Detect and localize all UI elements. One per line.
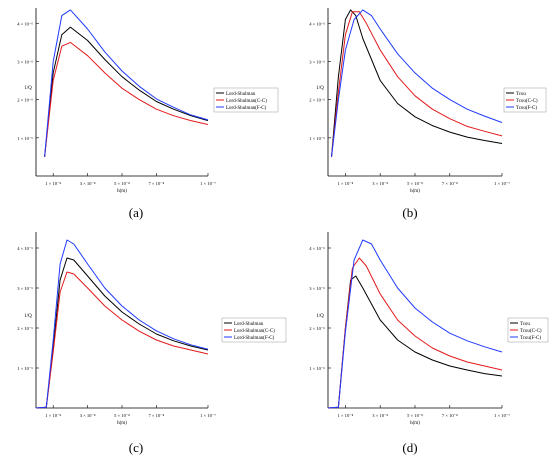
- chart-panel: 1 × 10⁻⁶ 2 × 10⁻⁶ 3 × 10⁻⁶ 4 × 10⁻⁶ 1 × 10⁻⁸…: [309, 232, 549, 455]
- legend-entry-label: Lord-Shulman: [226, 92, 256, 97]
- x-tick-label: 1 × 10⁻⁷: [494, 413, 510, 418]
- x-tick-label: 5 × 10⁻⁸: [407, 413, 423, 418]
- chart-panel: 1 × 10⁻⁶ 2 × 10⁻⁶ 3 × 10⁻⁶ 4 × 10⁻⁶ 1 × 10⁻⁸…: [17, 8, 279, 220]
- legend: Lord-Shulman Lord-Shulman(C-C) Lord-Shulma…: [213, 87, 279, 113]
- x-tick-label: 1 × 10⁻⁸: [337, 181, 353, 186]
- series-line: [327, 257, 503, 409]
- panel-label: (a): [129, 205, 143, 220]
- x-tick-label: 3 × 10⁻⁸: [372, 181, 388, 186]
- legend-entry-label: Lord-Shulman(F-C): [234, 336, 275, 341]
- x-axis-label: h(m): [117, 189, 127, 194]
- legend-entry-label: Tcou(F-C): [516, 106, 537, 111]
- x-tick-label: 5 × 10⁻⁸: [114, 181, 130, 186]
- y-tick-label: 1 × 10⁻⁶: [309, 366, 325, 371]
- x-tick-label: 7 × 10⁻⁸: [148, 413, 164, 418]
- series-line: [44, 26, 209, 157]
- legend-box: [507, 317, 549, 343]
- series-line: [331, 9, 503, 157]
- y-tick-label: 4 × 10⁻⁶: [17, 21, 33, 26]
- x-tick-label: 3 × 10⁻⁸: [80, 413, 96, 418]
- legend: Tcou Tcou(C-C) Tcou(F-C): [503, 87, 547, 113]
- x-tick-label: 1 × 10⁻⁷: [494, 181, 510, 186]
- y-tick-label: 2 × 10⁻⁶: [17, 326, 33, 331]
- legend-entry-label: Tcou: [520, 322, 530, 327]
- x-tick-label: 7 × 10⁻⁸: [442, 413, 458, 418]
- legend: Tcou Tcou(C-C) Tcou(F-C): [507, 317, 549, 343]
- x-tick-label: 5 × 10⁻⁸: [114, 413, 130, 418]
- x-tick-label: 7 × 10⁻⁸: [442, 181, 458, 186]
- series-line: [35, 257, 209, 409]
- panel-label: (d): [402, 440, 417, 455]
- chart-panel: 1 × 10⁻⁶ 2 × 10⁻⁶ 3 × 10⁻⁶ 4 × 10⁻⁶ 1 × 10⁻⁸…: [309, 8, 547, 220]
- y-tick-label: 4 × 10⁻⁶: [309, 246, 325, 251]
- x-tick-label: 1 × 10⁻⁸: [45, 413, 61, 418]
- legend: Lord-Shulman Lord-Shulman(C-C) Lord-Shulma…: [221, 317, 287, 343]
- y-tick-label: 3 × 10⁻⁶: [309, 59, 325, 64]
- legend-entry-label: Tcou(C-C): [516, 99, 538, 104]
- series-line: [331, 11, 503, 157]
- series-line: [331, 9, 503, 157]
- legend-entry-label: Lord-Shulman(C-C): [234, 329, 275, 334]
- legend-entry-label: Lord-Shulman(F-C): [226, 106, 267, 111]
- panel-label: (c): [129, 440, 143, 455]
- y-tick-label: 2 × 10⁻⁶: [17, 98, 33, 103]
- series-line: [44, 9, 209, 157]
- y-tick-label: 1 × 10⁻⁶: [309, 136, 325, 141]
- legend-entry-label: Tcou(F-C): [520, 336, 541, 341]
- x-tick-label: 1 × 10⁻⁸: [337, 413, 353, 418]
- y-tick-label: 1 × 10⁻⁶: [17, 136, 33, 141]
- series-line: [44, 41, 209, 157]
- y-axis-label: 1/Q: [316, 86, 324, 91]
- x-tick-label: 1 × 10⁻⁸: [45, 181, 61, 186]
- legend-entry-label: Tcou: [516, 92, 526, 97]
- legend-entry-label: Lord-Shulman: [234, 322, 264, 327]
- y-axis-label: 1/Q: [24, 86, 32, 91]
- y-tick-label: 2 × 10⁻⁶: [309, 98, 325, 103]
- legend-box: [213, 87, 279, 113]
- x-tick-label: 3 × 10⁻⁸: [372, 413, 388, 418]
- x-axis-label: h(m): [410, 421, 420, 426]
- legend-entry-label: Lord-Shulman(C-C): [226, 99, 267, 104]
- series-line: [35, 239, 209, 409]
- legend-box: [221, 317, 287, 343]
- x-tick-label: 1 × 10⁻⁷: [200, 413, 216, 418]
- x-tick-label: 7 × 10⁻⁸: [148, 181, 164, 186]
- x-axis-label: h(m): [410, 189, 420, 194]
- y-tick-label: 3 × 10⁻⁶: [17, 59, 33, 64]
- y-tick-label: 4 × 10⁻⁶: [309, 21, 325, 26]
- series-line: [327, 275, 503, 409]
- x-axis-label: h(m): [117, 421, 127, 426]
- series-line: [327, 239, 503, 409]
- series-line: [35, 271, 209, 409]
- y-tick-label: 1 × 10⁻⁶: [17, 366, 33, 371]
- y-tick-label: 3 × 10⁻⁶: [309, 286, 325, 291]
- y-tick-label: 2 × 10⁻⁶: [309, 326, 325, 331]
- y-axis-label: 1/Q: [316, 314, 324, 319]
- y-tick-label: 3 × 10⁻⁶: [17, 286, 33, 291]
- y-tick-label: 4 × 10⁻⁶: [17, 246, 33, 251]
- x-tick-label: 3 × 10⁻⁸: [80, 181, 96, 186]
- x-tick-label: 5 × 10⁻⁸: [407, 181, 423, 186]
- legend-entry-label: Tcou(C-C): [520, 329, 542, 334]
- y-axis-label: 1/Q: [24, 314, 32, 319]
- panel-label: (b): [402, 205, 417, 220]
- x-tick-label: 1 × 10⁻⁷: [200, 181, 216, 186]
- chart-panel: 1 × 10⁻⁶ 2 × 10⁻⁶ 3 × 10⁻⁶ 4 × 10⁻⁶ 1 × 10⁻⁸…: [17, 232, 287, 455]
